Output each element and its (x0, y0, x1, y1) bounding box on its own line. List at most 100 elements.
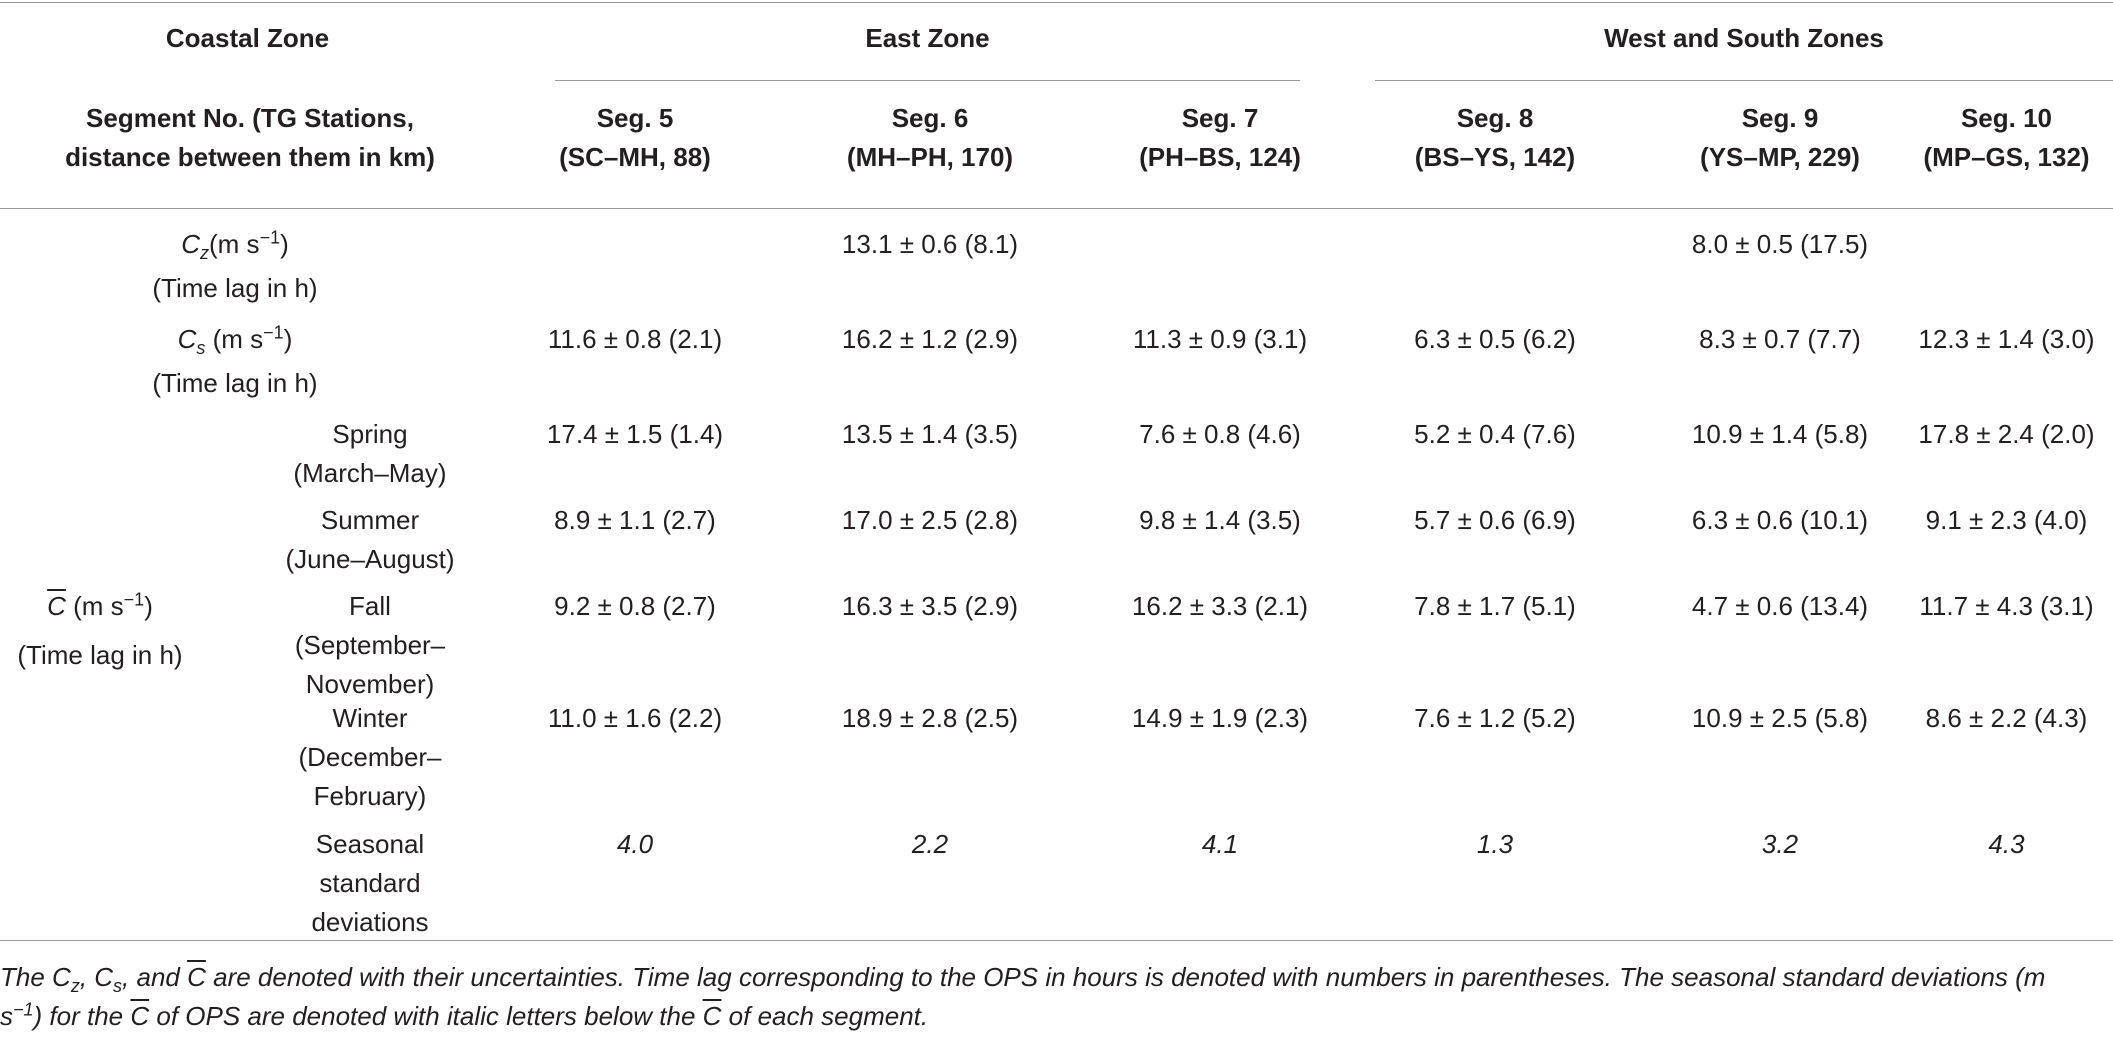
cs-seg-8-value: 6.3 ± 0.5 (6.2) (1414, 324, 1576, 354)
cs-time-lag-label: (Time lag in h) (152, 368, 318, 398)
fall-seg-5-value: 9.2 ± 0.8 (2.7) (554, 591, 716, 621)
fall-seg-6-value: 16.3 ± 3.5 (2.9) (841, 591, 1019, 621)
cs-seg-5-value: 11.6 ± 0.8 (2.1) (547, 324, 723, 354)
segment-stations: (MP–GS, 132) (1923, 142, 2090, 172)
summer-seg-9-value: 6.3 ± 0.6 (10.1) (1691, 505, 1869, 535)
footnote-text: of OPS are denoted with italic letters b… (149, 1001, 703, 1031)
cs-unit: (m s (205, 324, 264, 354)
std-seg-7-value: 4.1 (1201, 829, 1239, 859)
segment-stations: (YS–MP, 229) (1700, 142, 1860, 172)
std-seg-5-value: 4.0 (616, 829, 654, 859)
season-label-line: (June–August) (285, 544, 455, 574)
segment-stations: (SC–MH, 88) (559, 142, 711, 172)
cs-seg-7-value: 11.3 ± 0.9 (3.1) (1132, 324, 1308, 354)
row-label-cz: Cz(m s−1) (Time lag in h) (40, 225, 430, 308)
winter-seg-10-value: 8.6 ± 2.2 (4.3) (1925, 703, 2088, 733)
cs-seg-9-value: 8.3 ± 0.7 (7.7) (1699, 324, 1861, 354)
spring-seg-10-value: 17.8 ± 2.4 (2.0) (1918, 419, 2095, 449)
header-seg-9: Seg. 9 (YS–MP, 229) (1655, 99, 1905, 177)
footnote-sub: z (70, 976, 80, 997)
season-label-line: (September– (294, 630, 446, 660)
summer-seg-8-value: 5.7 ± 0.6 (6.9) (1414, 505, 1576, 535)
segment-name: Seg. 8 (1456, 103, 1534, 133)
header-seg-5: Seg. 5 (SC–MH, 88) (510, 99, 760, 177)
segment-stations: (BS–YS, 142) (1414, 142, 1576, 172)
spring-seg-5-value: 17.4 ± 1.5 (1.4) (546, 419, 724, 449)
std-seg-6-value: 2.2 (911, 829, 949, 859)
winter-seg-9-value: 10.9 ± 2.5 (5.8) (1691, 703, 1869, 733)
season-summer-label: Summer (June–August) (270, 501, 470, 579)
cbar-unit-exp: −1 (123, 589, 145, 610)
season-label-line: February) (313, 781, 427, 811)
std-label-line: standard (319, 868, 421, 898)
footnote-sup: −1 (13, 999, 34, 1020)
summer-seg-6-value: 17.0 ± 2.5 (2.8) (841, 505, 1019, 535)
season-label-line: (December– (298, 742, 442, 772)
cz-unit: (m s (209, 229, 260, 259)
summer-seg-7-value: 9.8 ± 1.4 (3.5) (1139, 505, 1301, 535)
season-label-line: (March–May) (293, 458, 447, 488)
cbar-unit: (m s (65, 591, 124, 621)
footnote-text: of each segment. (721, 1001, 929, 1031)
season-spring-label: Spring (March–May) (270, 415, 470, 493)
cz-seg-9-value: 8.0 ± 0.5 (17.5) (1691, 229, 1869, 259)
fall-seg-8-value: 7.8 ± 1.7 (5.1) (1414, 591, 1576, 621)
header-west-south-zones: West and South Zones (1604, 23, 1884, 53)
season-label-line: Summer (320, 505, 420, 535)
segment-name: Seg. 5 (596, 103, 674, 133)
table-bottom-rule (0, 940, 2113, 941)
winter-seg-6-value: 18.9 ± 2.8 (2.5) (841, 703, 1019, 733)
spring-seg-8-value: 5.2 ± 0.4 (7.6) (1414, 419, 1576, 449)
footnote-text: , and (122, 962, 188, 992)
std-seg-10-value: 4.3 (1988, 829, 2025, 859)
fall-seg-9-value: 4.7 ± 0.6 (13.4) (1691, 591, 1869, 621)
season-label-line: November) (305, 669, 435, 699)
east-zone-rule (555, 80, 1300, 81)
fall-seg-7-value: 16.2 ± 3.3 (2.1) (1131, 591, 1309, 621)
winter-seg-5-value: 11.0 ± 1.6 (2.2) (547, 703, 723, 733)
season-label-line: Spring (332, 419, 408, 449)
cbar-symbol: C (47, 591, 66, 621)
segment-name: Seg. 9 (1741, 103, 1819, 133)
row-label-cs: Cs (m s−1) (Time lag in h) (40, 320, 430, 403)
winter-seg-8-value: 7.6 ± 1.2 (5.2) (1414, 703, 1576, 733)
header-seg-7: Seg. 7 (PH–BS, 124) (1095, 99, 1345, 177)
std-seg-9-value: 3.2 (1761, 829, 1799, 859)
footnote-cbar: C (702, 1001, 722, 1031)
cs-seg-6-value: 16.2 ± 1.2 (2.9) (841, 324, 1019, 354)
header-coastal-zone: Coastal Zone (165, 23, 330, 53)
header-seg-10: Seg. 10 (MP–GS, 132) (1900, 99, 2113, 177)
header-bottom-rule (0, 208, 2113, 209)
footnote-cbar: C (187, 962, 206, 992)
spring-seg-6-value: 13.5 ± 1.4 (3.5) (841, 419, 1019, 449)
cs-seg-10-value: 12.3 ± 1.4 (3.0) (1918, 324, 2095, 354)
fall-seg-10-value: 11.7 ± 4.3 (3.1) (1919, 591, 2094, 621)
spring-seg-7-value: 7.6 ± 0.8 (4.6) (1139, 419, 1301, 449)
cbar-unit-close: ) (144, 591, 153, 621)
winter-seg-7-value: 14.9 ± 1.9 (2.3) (1131, 703, 1309, 733)
header-east-zone: East Zone (865, 23, 990, 53)
footnote-text: ) for the (33, 1001, 131, 1031)
cz-symbol: C (181, 229, 201, 259)
segment-name: Seg. 7 (1181, 103, 1259, 133)
cz-time-lag-label: (Time lag in h) (152, 273, 318, 303)
std-label-line: Seasonal (315, 829, 425, 859)
season-winter-label: Winter (December– February) (270, 699, 470, 816)
segment-stations: (MH–PH, 170) (846, 142, 1014, 172)
footnote-sub: s (113, 976, 123, 997)
cz-subscript: z (200, 243, 210, 264)
cs-symbol: C (177, 324, 197, 354)
seasonal-std-label: Seasonal standard deviations (270, 825, 470, 942)
header-seg-8: Seg. 8 (BS–YS, 142) (1370, 99, 1620, 177)
season-label-line: Fall (349, 591, 391, 621)
segment-label-line2: distance between them in km) (65, 142, 435, 172)
cz-unit-close: ) (280, 229, 289, 259)
season-label-line: Winter (332, 703, 408, 733)
header-seg-6: Seg. 6 (MH–PH, 170) (805, 99, 1055, 177)
cz-seg-6-value: 13.1 ± 0.6 (8.1) (841, 229, 1019, 259)
cs-unit-exp: −1 (263, 322, 284, 343)
season-fall-label: Fall (September– November) (270, 587, 470, 704)
footnote-text: , C (79, 962, 114, 992)
cs-unit-close: ) (283, 324, 293, 354)
cz-unit-exp: −1 (259, 227, 281, 248)
